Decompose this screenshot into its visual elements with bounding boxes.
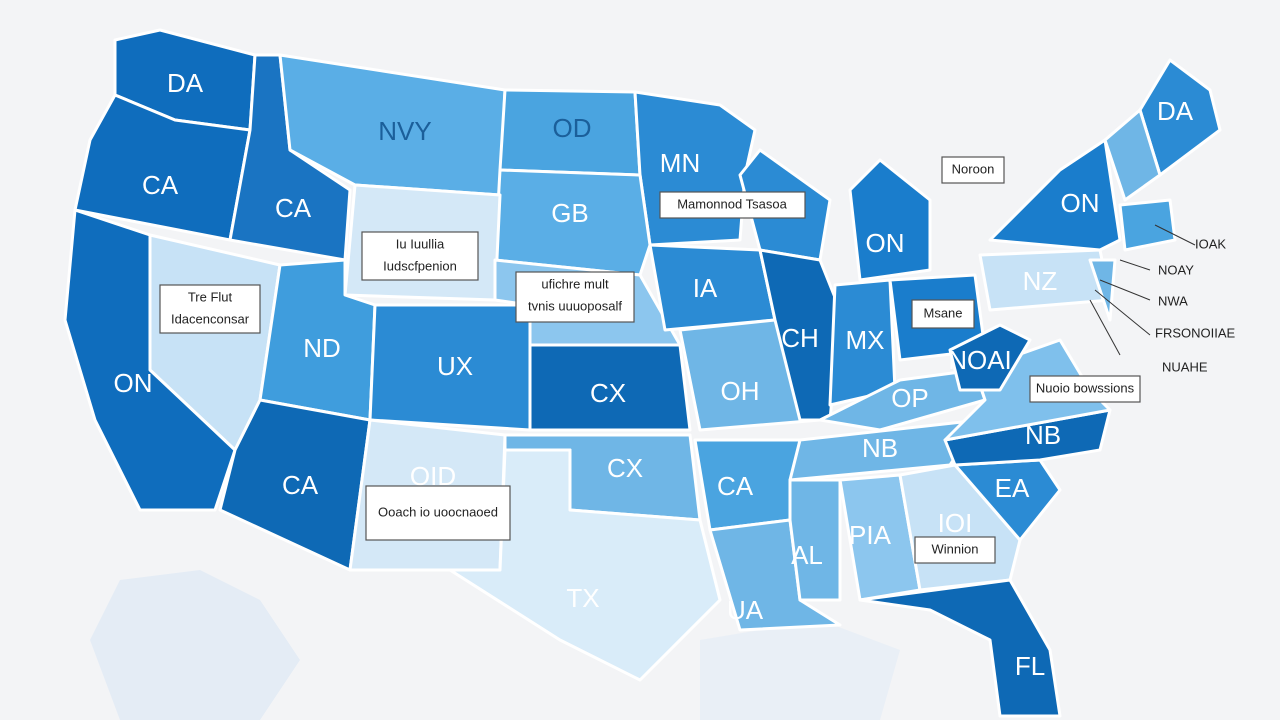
state-label: CH — [781, 323, 819, 353]
side-label: FRSONOIIAE — [1155, 325, 1236, 340]
state — [948, 323, 1032, 392]
callout-text: Tre Flut — [188, 289, 233, 304]
state-label: NZ — [1023, 266, 1058, 296]
callout-text: Msane — [923, 305, 962, 320]
state-label: CX — [590, 378, 626, 408]
state-label: PIA — [849, 520, 892, 550]
state-label: NVY — [378, 116, 431, 146]
callout-text: Winnion — [932, 541, 979, 556]
state — [788, 478, 842, 602]
state — [1088, 258, 1117, 322]
state — [448, 448, 722, 682]
callout-box — [365, 485, 511, 541]
land — [90, 570, 300, 720]
side-label: NUAHE — [1162, 359, 1208, 374]
state-label: CA — [142, 170, 179, 200]
callout-text: Iu Iuullia — [396, 236, 445, 251]
state-label: NOAI — [948, 345, 1012, 375]
callout-box — [361, 231, 479, 281]
state — [1118, 198, 1177, 252]
callout-text: Mamonnod Tsasoa — [677, 196, 787, 211]
callout-box — [515, 271, 635, 323]
background-land — [90, 570, 900, 720]
callouts: Noroon Mamonnod Tsasoa Iu Iuullia Iudscf… — [159, 156, 1141, 564]
callout-text: Ooach io uoocnaoed — [378, 504, 498, 519]
side-label: NWA — [1158, 293, 1188, 308]
state-label: ND — [303, 333, 341, 363]
state — [63, 208, 237, 512]
leader-line — [1119, 259, 1151, 271]
state-label: MX — [846, 325, 885, 355]
callout-box — [1029, 375, 1141, 403]
state-label: UA — [727, 595, 764, 625]
leader-line — [1089, 299, 1121, 356]
callout-text: Idacenconsar — [171, 311, 250, 326]
leader-line — [1094, 289, 1151, 336]
state-label: NB — [1025, 420, 1061, 450]
state — [1103, 108, 1162, 202]
side-label: IOAK — [1195, 236, 1226, 251]
land — [700, 620, 900, 720]
state-label: OH — [721, 376, 760, 406]
leader-line — [1154, 224, 1196, 246]
state-label: MN — [660, 148, 700, 178]
callout-text: tvnis uuuoposalf — [528, 298, 622, 313]
callout-text: Iudscfpenion — [383, 258, 457, 273]
state-label: DA — [1157, 96, 1194, 126]
state — [943, 338, 1112, 442]
callout-text: Noroon — [952, 161, 995, 176]
state-label: DA — [167, 68, 204, 98]
callout-box — [911, 299, 975, 329]
state — [528, 343, 692, 432]
state-label: ON — [1061, 188, 1100, 218]
callout-text: ufichre mult — [541, 276, 609, 291]
state-label: FL — [1015, 651, 1045, 681]
state — [858, 578, 1062, 718]
state-label: CX — [607, 453, 643, 483]
state — [848, 158, 932, 282]
callout-box — [659, 191, 806, 219]
state-label: EA — [995, 473, 1030, 503]
leader-line — [1099, 279, 1151, 301]
state — [218, 398, 372, 572]
callout-text: Nuoio bowssions — [1036, 380, 1135, 395]
side-label: NOAY — [1158, 262, 1194, 277]
state-label: IA — [693, 273, 718, 303]
state — [708, 518, 842, 632]
state-label: OP — [891, 383, 929, 413]
callout-box — [159, 284, 261, 334]
state-label: CA — [275, 193, 312, 223]
state-label: NB — [862, 433, 898, 463]
state-label: CA — [282, 470, 319, 500]
state-label: AL — [791, 540, 823, 570]
callout-box — [941, 156, 1005, 184]
state-label: UX — [437, 351, 473, 381]
state-label: OD — [553, 113, 592, 143]
callout-box — [914, 536, 996, 564]
state — [988, 138, 1122, 252]
state-label: CA — [717, 471, 754, 501]
state-label: ON — [114, 368, 153, 398]
state-label: GB — [551, 198, 589, 228]
state-label: IOI — [938, 508, 973, 538]
state-label: TX — [566, 583, 599, 613]
state-labels: DA NVY OD MN DA CA CA GB ON ON NZ ND UX … — [114, 68, 1194, 681]
side-labels: IOAK NOAY NWA FRSONOIIAE NUAHE — [1089, 224, 1236, 374]
state-label: ON — [866, 228, 905, 258]
